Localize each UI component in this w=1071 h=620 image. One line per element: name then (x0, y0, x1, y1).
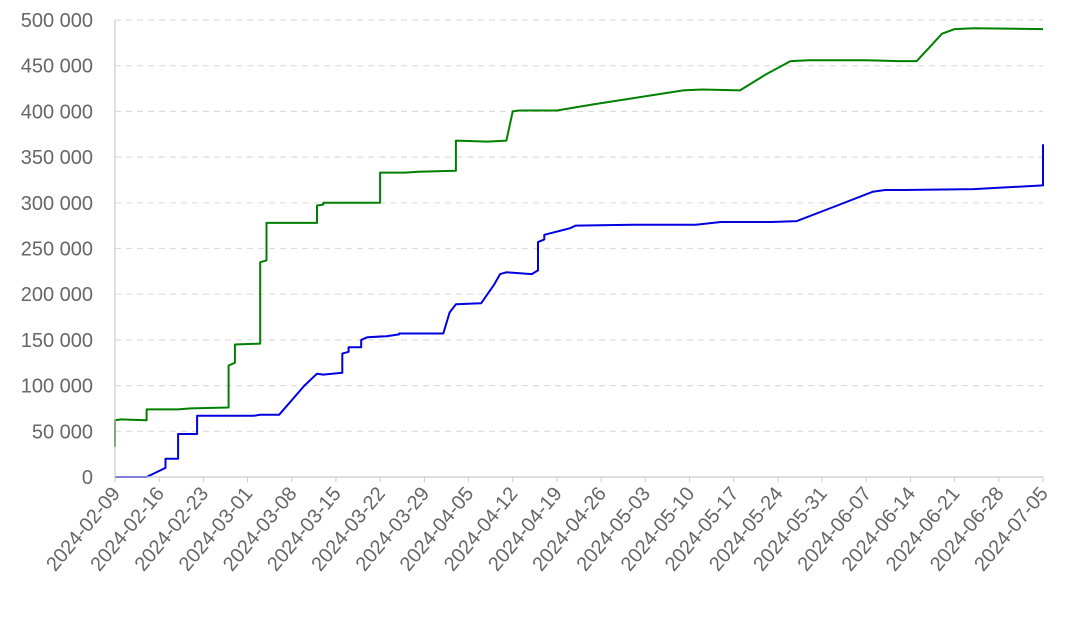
y-tick-label: 350 000 (21, 147, 93, 169)
series-line-1 (114, 27, 1044, 447)
y-tick-label: 200 000 (21, 284, 93, 306)
y-tick-label: 400 000 (21, 101, 93, 123)
y-tick-label: 500 000 (21, 10, 93, 32)
y-tick-label: 0 (82, 467, 93, 489)
grid (115, 19, 1043, 432)
y-tick-label: 100 000 (21, 376, 93, 398)
x-axis-ticks: 2024-02-092024-02-162024-02-232024-03-01… (42, 477, 1053, 576)
y-tick-label: 150 000 (21, 330, 93, 352)
series-line-2 (115, 144, 1044, 478)
y-tick-label: 50 000 (32, 421, 93, 443)
y-axis-ticks: 0 50 000 100 000 150 000 200 000 250 000 300 0… (21, 10, 93, 489)
y-tick-label: 450 000 (21, 56, 93, 78)
series-group (114, 27, 1044, 478)
y-tick-label: 300 000 (21, 193, 93, 215)
y-tick-label: 250 000 (21, 239, 93, 261)
